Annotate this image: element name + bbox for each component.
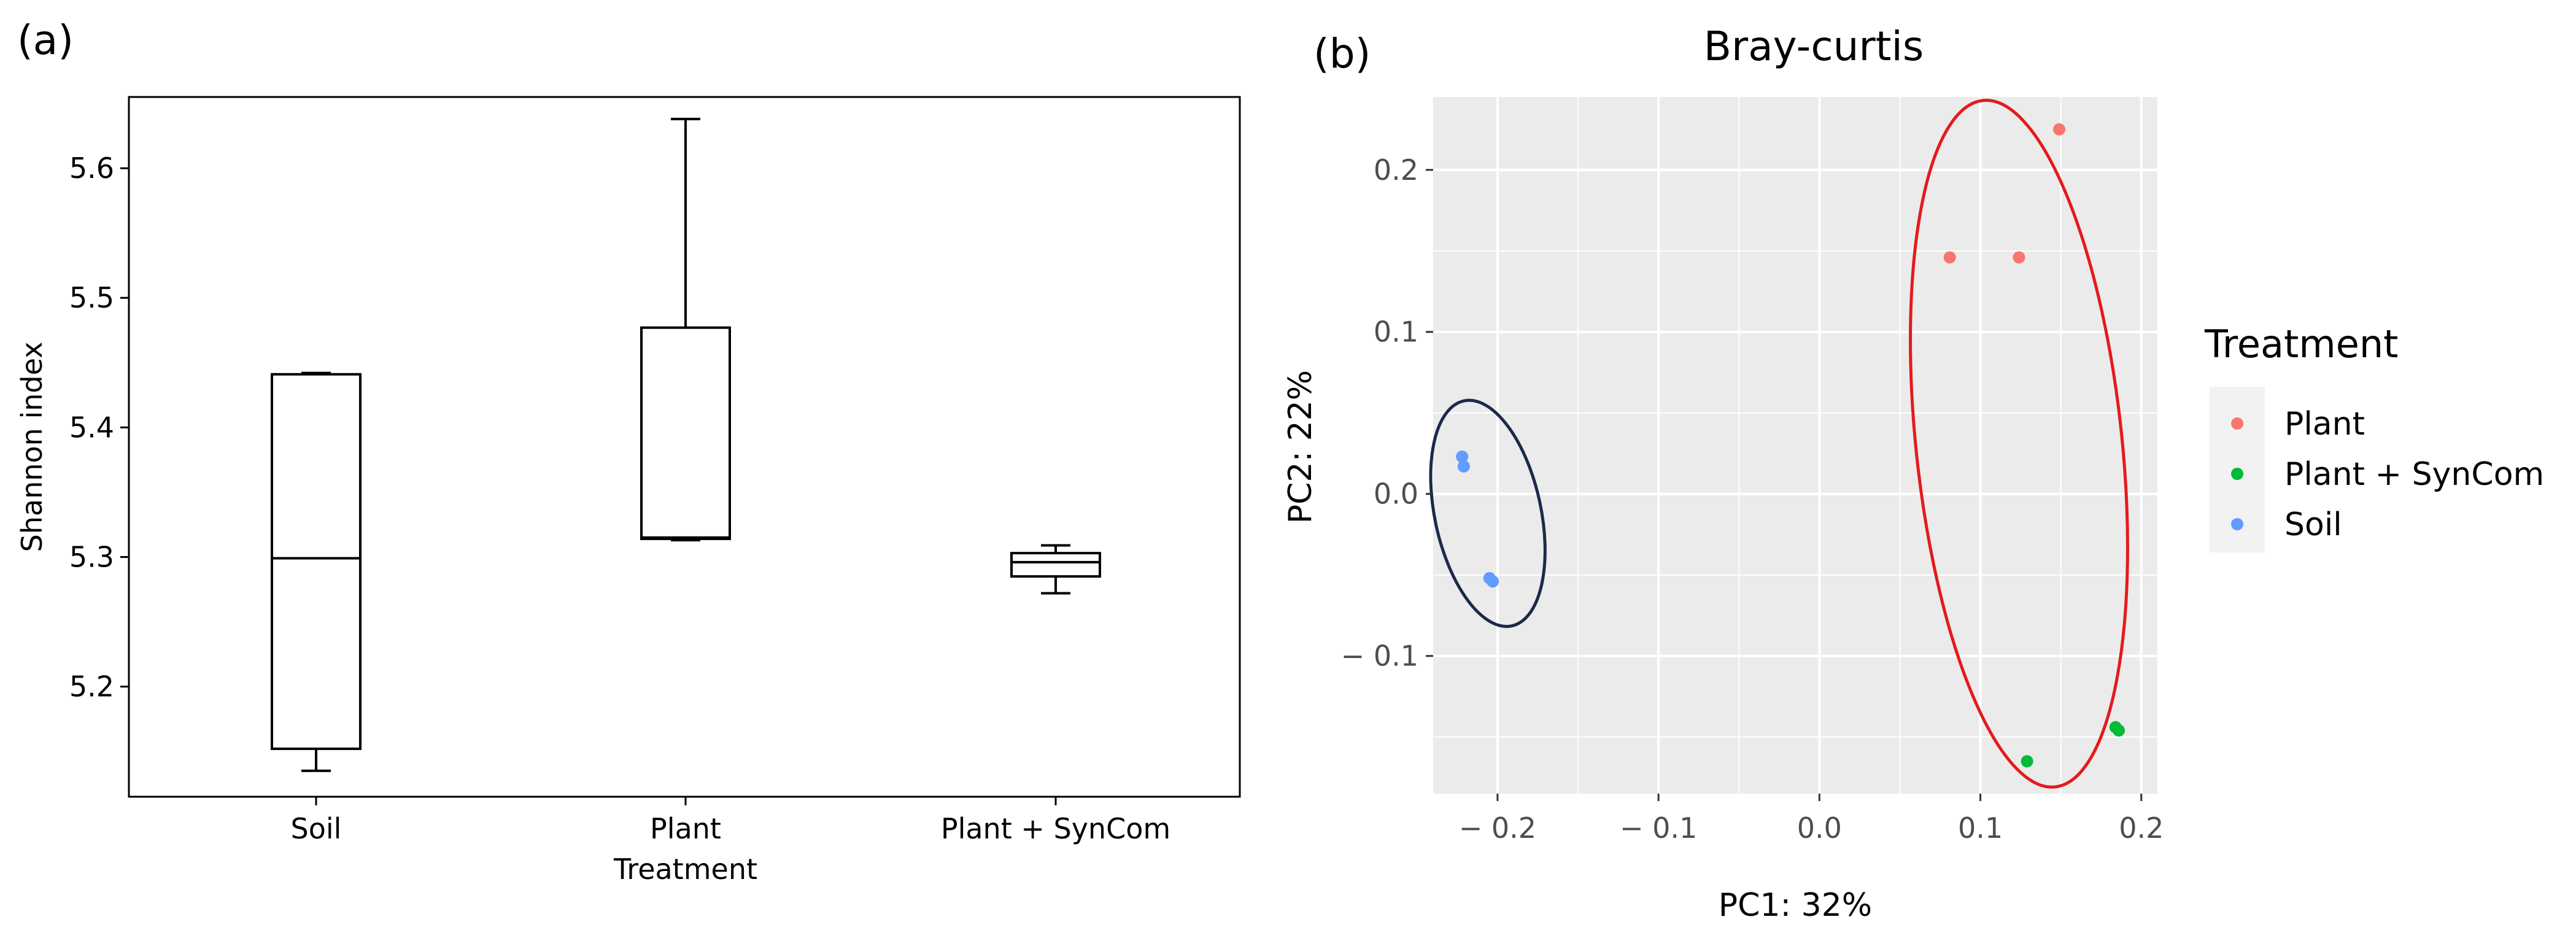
y-tick-label: 5.6 [69,152,114,185]
x-tick-label: 0.2 [2119,811,2164,845]
panel-a-y-axis: 5.2 5.3 5.4 5.5 5.6 [69,152,129,703]
legend-label-plant: Plant [2284,406,2365,443]
panel-b-y-title: PC2: 22% [1282,370,1319,524]
panel-a-frame [128,96,1241,798]
panel-b-points [1456,123,2125,768]
point-soil [1456,450,1469,463]
legend: Treatment Plant Plant + SynCom Soil [2204,322,2544,552]
panel-a-label: (a) [17,17,74,64]
legend-key-soil [2231,518,2243,530]
panel-b-y-axis: − 0.1 0.0 0.1 0.2 [1341,153,1433,673]
y-tick-label: 5.2 [69,670,114,703]
panel-b-title: Bray-curtis [1704,23,1924,70]
point-soil [1487,575,1499,588]
y-tick-label: 0.2 [1374,153,1418,187]
legend-items: Plant Plant + SynCom Soil [2231,406,2544,543]
iqr-box [1010,552,1101,578]
y-tick-label: 0.1 [1374,316,1418,349]
point-soil [1457,460,1470,473]
panel-b-label: (b) [1313,30,1371,77]
point-plant-syncom [2021,755,2033,768]
panel-a-boxplot: (a) 5.2 5.3 5.4 5.5 5.6 Soil Plant Plant + Syn… [15,17,1241,886]
panel-a-x-axis: Soil Plant Plant + SynCom [291,797,1170,845]
legend-title: Treatment [2204,322,2398,366]
legend-label-plant-syncom: Plant + SynCom [2284,456,2544,493]
panel-b-gridlines [1433,97,2157,794]
y-tick-label: − 0.1 [1341,640,1418,673]
x-tick-label: − 0.2 [1459,811,1536,845]
point-plant-syncom [2113,724,2125,737]
panel-a-x-title: Treatment [613,853,757,886]
box-plant [640,117,731,541]
x-tick-label: 0.0 [1797,811,1842,845]
panel-b-pcoa: (b) Bray-curtis − 0.2 − 0.1 0.0 0.1 0.2 − 0.… [1282,23,2544,924]
x-tick-label: Soil [291,812,342,845]
boxplot-marks [271,117,1101,772]
panel-a-y-title: Shannon index [15,342,48,552]
iqr-box [640,326,731,540]
x-tick-label: 0.1 [1958,811,2003,845]
box-plant-syncom [1010,544,1101,595]
ellipse-soil [1429,398,1547,629]
legend-key-plant [2231,417,2243,430]
legend-label-soil: Soil [2284,506,2342,543]
y-tick-label: 5.4 [69,411,114,444]
panel-b-x-title: PC1: 32% [1719,887,1872,924]
x-tick-label: − 0.1 [1620,811,1697,845]
point-plant [1943,251,1956,264]
ellipse-plant-plant-syncom [1909,98,2129,789]
point-plant [2013,251,2025,264]
box-soil [271,371,362,772]
x-tick-label: Plant + SynCom [941,812,1170,845]
panel-b-x-axis: − 0.2 − 0.1 0.0 0.1 0.2 [1459,794,2164,845]
y-tick-label: 5.5 [69,281,114,314]
y-tick-label: 5.3 [69,540,114,573]
panel-b-ellipses [1429,98,2129,789]
panel-b-plot-background [1433,97,2157,794]
iqr-box [271,373,362,750]
x-tick-label: Plant [650,812,721,845]
y-tick-label: 0.0 [1374,478,1418,511]
point-plant [2053,123,2066,136]
legend-key-plant-syncom [2231,468,2243,480]
